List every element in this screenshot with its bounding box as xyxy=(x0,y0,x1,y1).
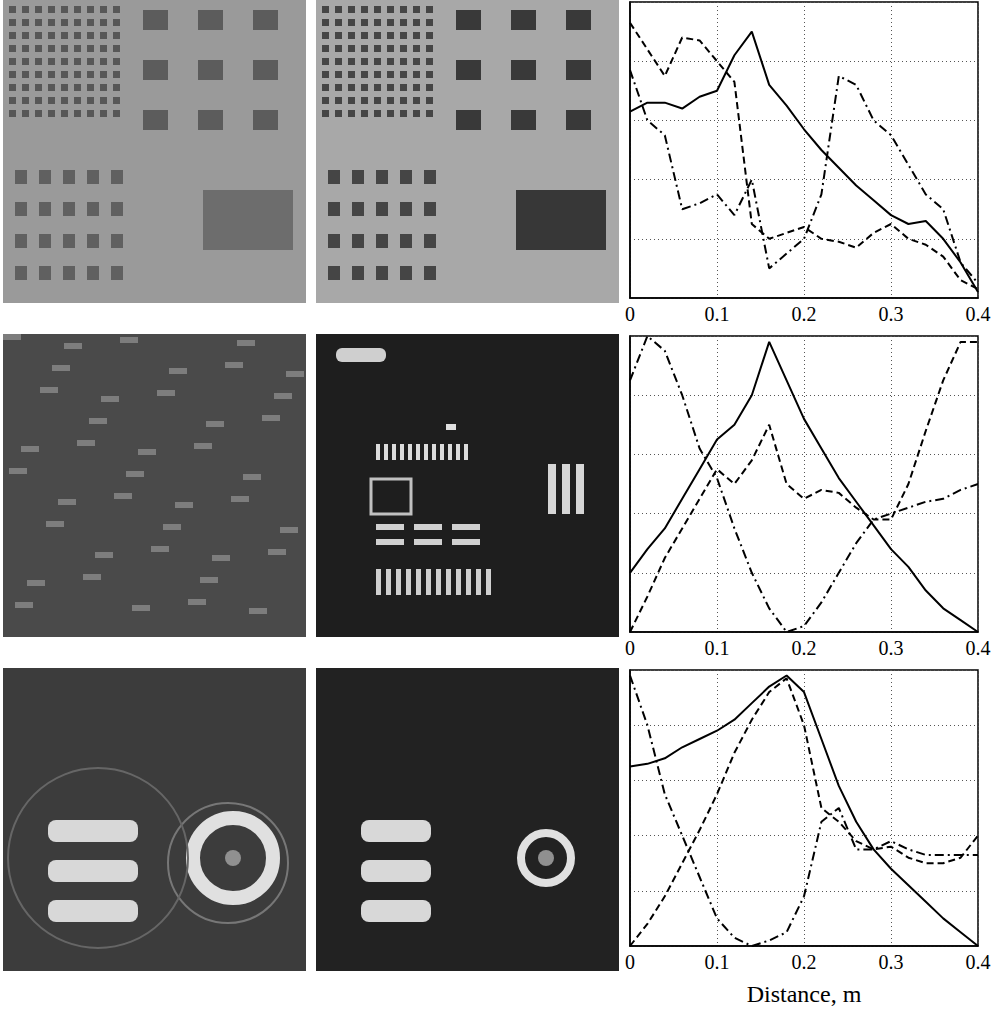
svg-text:Distance, m: Distance, m xyxy=(747,981,862,1007)
svg-text:0.4: 0.4 xyxy=(966,637,991,659)
svg-text:0.4: 0.4 xyxy=(966,951,991,973)
svg-text:0.1: 0.1 xyxy=(705,303,730,325)
svg-text:0: 0 xyxy=(625,951,635,973)
svg-text:0.2: 0.2 xyxy=(792,303,817,325)
svg-text:0.3: 0.3 xyxy=(879,637,904,659)
svg-text:0.3: 0.3 xyxy=(879,303,904,325)
svg-text:0.4: 0.4 xyxy=(966,303,991,325)
svg-text:0.1: 0.1 xyxy=(705,637,730,659)
svg-text:0.1: 0.1 xyxy=(705,951,730,973)
svg-text:0: 0 xyxy=(625,637,635,659)
svg-text:0.3: 0.3 xyxy=(879,951,904,973)
svg-text:0.2: 0.2 xyxy=(792,951,817,973)
svg-text:0.2: 0.2 xyxy=(792,637,817,659)
svg-text:0: 0 xyxy=(625,303,635,325)
